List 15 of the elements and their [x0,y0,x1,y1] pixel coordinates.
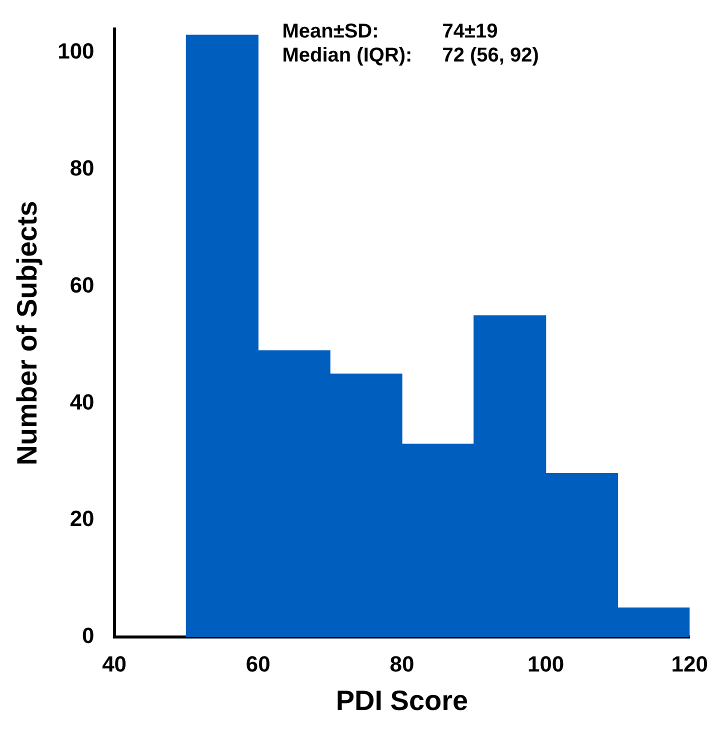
y-tick-label: 60 [70,272,94,298]
y-axis-title: Number of Subjects [12,200,43,466]
y-tick-label: 40 [70,389,94,414]
y-tick-label: 100 [58,38,94,64]
y-tick-label: 80 [70,156,94,181]
y-tick-label: 0 [82,623,94,648]
y-tick-label: 20 [70,506,94,532]
x-tick-label: 120 [671,651,708,676]
x-axis-title: PDI Score [336,684,468,716]
x-tick-label: 100 [527,651,564,676]
x-tick-label: 40 [102,651,127,676]
text: Mean±SD: 74±19 [282,20,498,43]
text: Median (IQR): 72 (56, 92) [282,44,539,67]
x-tick-label: 60 [246,651,270,676]
x-tick-label: 80 [390,651,414,676]
